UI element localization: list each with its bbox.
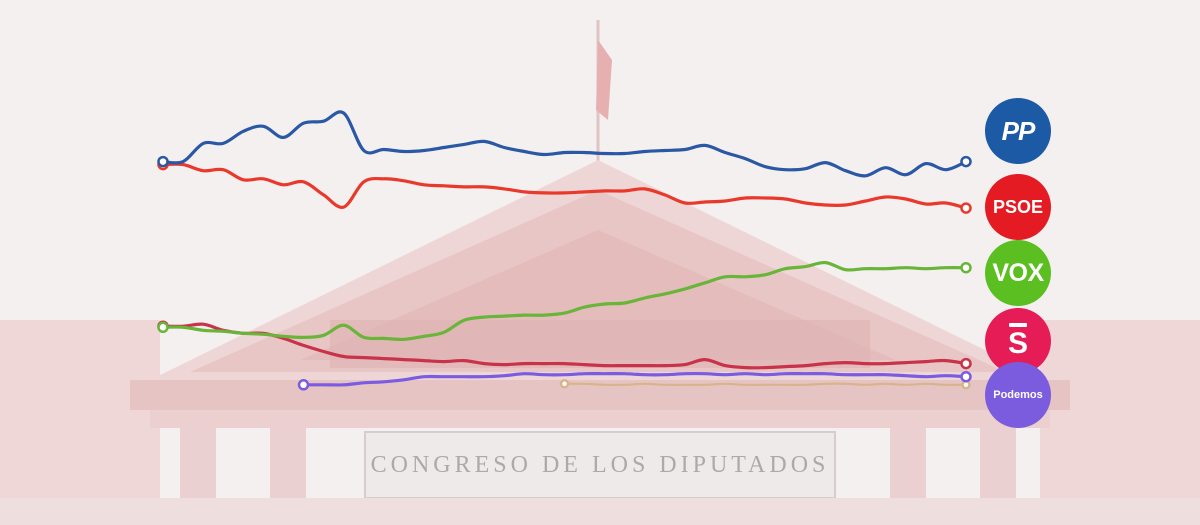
psoe-end-point	[960, 202, 972, 214]
psoe-logo-badge: PSOE	[985, 174, 1051, 240]
podemos-start-point	[297, 379, 310, 391]
podemos-line	[301, 371, 968, 387]
psoe-line	[161, 162, 968, 210]
podemos-logo-label: Podemos	[993, 389, 1043, 401]
podemos-end-point	[960, 370, 972, 383]
pp-start-point	[157, 155, 169, 168]
vox-end-point	[960, 261, 972, 274]
pp-line	[161, 110, 968, 178]
pp-logo-badge: PP	[985, 98, 1051, 164]
building-inscription: CONGRESO DE LOS DIPUTADOS	[371, 452, 830, 478]
sumar-end-point	[960, 357, 972, 370]
vox-logo-label: VOX	[992, 258, 1044, 287]
vox-logo-badge: VOX	[985, 240, 1051, 306]
series-6-start-point	[559, 379, 570, 389]
pp-logo-label: PP	[1001, 115, 1036, 146]
psoe-logo-label: PSOE	[992, 196, 1044, 217]
series-6-line	[563, 382, 968, 387]
sumar-logo-label: S	[1007, 323, 1028, 360]
series-end-markers	[157, 155, 972, 391]
sumar-logo-badge: S	[985, 308, 1051, 374]
vox-line	[161, 260, 968, 342]
vox-start-point	[157, 321, 169, 334]
series-lines	[161, 110, 968, 387]
podemos-logo-badge: Podemos	[985, 362, 1051, 428]
pp-end-point	[960, 155, 972, 168]
sumar-line	[161, 322, 968, 370]
